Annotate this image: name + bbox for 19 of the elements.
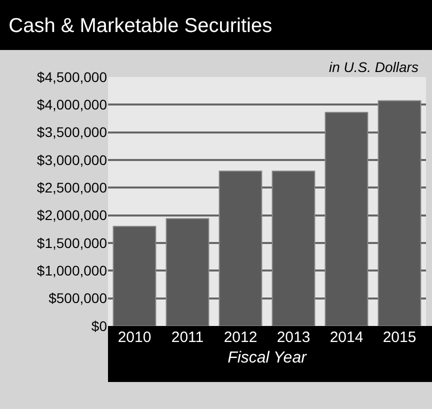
x-tick-label: 2011 [171, 329, 204, 346]
y-tick-label: $2,500,000 [36, 180, 108, 196]
y-tick-label: $2,000,000 [36, 207, 108, 224]
x-tick-label: 2015 [382, 329, 416, 346]
y-tick-label: $0 [91, 318, 108, 334]
chart-subtitle: in U.S. Dollars [329, 59, 418, 75]
y-tick-label: $1,500,000 [36, 234, 108, 251]
x-axis-title: Fiscal Year [228, 350, 308, 367]
x-tick-label: 2012 [224, 329, 258, 346]
x-tick-label: 2013 [276, 329, 310, 346]
y-tick-label: $3,000,000 [36, 152, 108, 168]
y-tick-label: $4,000,000 [36, 96, 108, 113]
y-tick-label: $4,500,000 [36, 68, 108, 85]
y-tick-label: $1,000,000 [36, 262, 108, 279]
x-tick-label: 2010 [118, 329, 152, 346]
x-tick-label: 2014 [330, 329, 364, 346]
y-tick-label: $3,500,000 [36, 124, 108, 140]
chart-title: Cash & Marketable Securities [8, 15, 272, 37]
y-tick-label: $500,000 [48, 290, 108, 306]
